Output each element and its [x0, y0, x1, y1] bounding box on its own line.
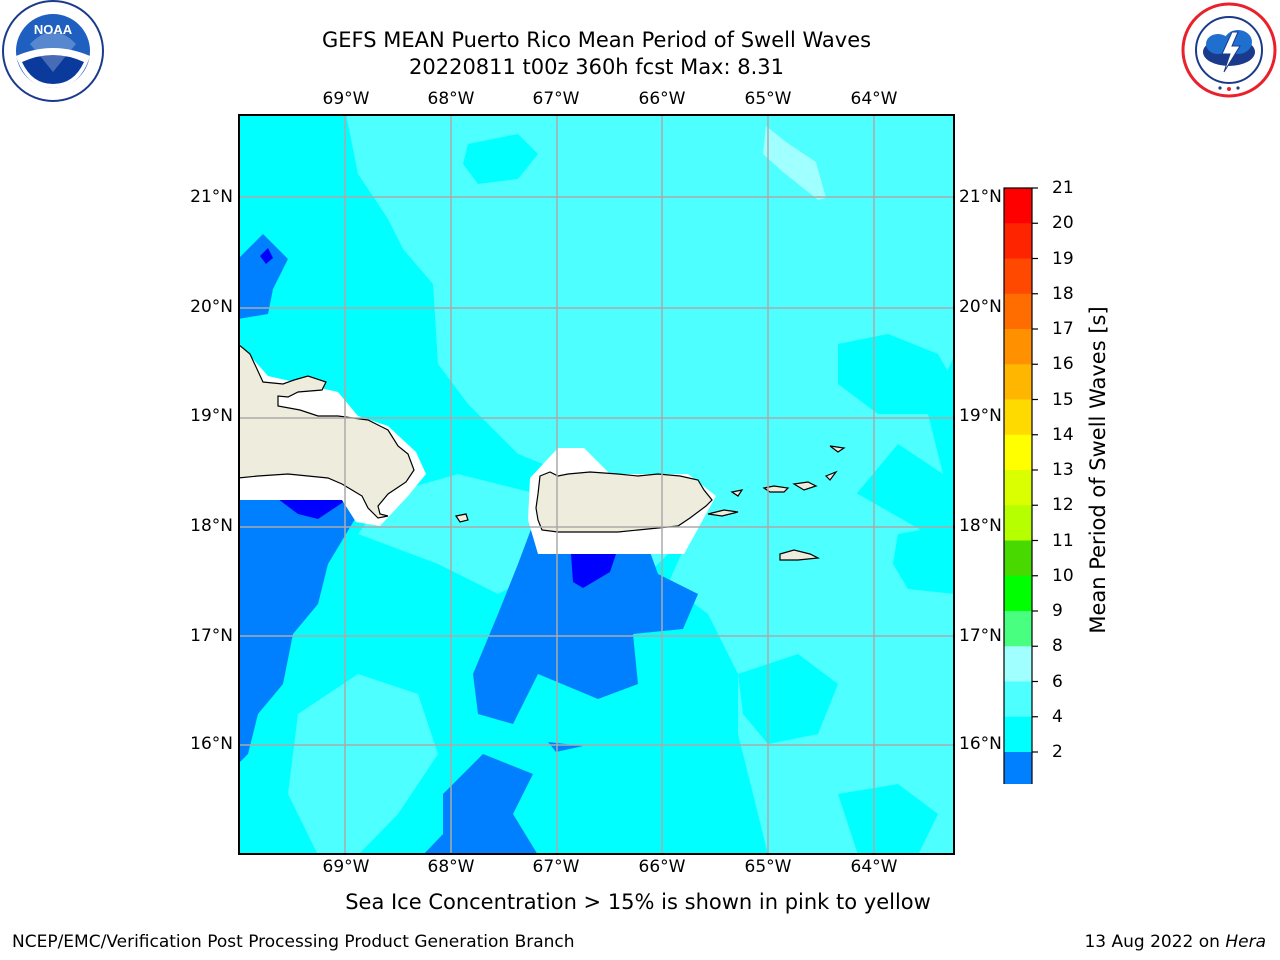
colorbar-segment	[1004, 611, 1032, 647]
contour-6-8s	[358, 474, 558, 594]
colorbar-segment	[1004, 470, 1032, 506]
lat-label-right: 17°N	[959, 626, 1002, 646]
noaa-logo-text: NOAA	[34, 22, 73, 37]
land-culebra	[730, 489, 744, 497]
lat-label-right: 16°N	[959, 734, 1002, 754]
colorbar-segment	[1004, 752, 1032, 784]
contour-6-8s	[288, 674, 438, 855]
land-virgin-gorda	[824, 470, 838, 481]
graticule	[238, 114, 955, 855]
lat-label-left: 17°N	[190, 626, 233, 646]
nws-logo	[1178, 0, 1280, 100]
colorbar-tick-label: 21	[1052, 178, 1074, 198]
lon-label-bottom: 68°W	[427, 857, 475, 877]
land-hispaniola	[238, 343, 415, 519]
lon-label-bottom: 67°W	[532, 857, 580, 877]
footer-credit: NCEP/EMC/Verification Post Processing Pr…	[12, 932, 575, 952]
colorbar-tick-label: 4	[1052, 706, 1063, 727]
chart-subtitle: 20220811 t00z 360h fcst Max: 8.31	[409, 55, 784, 79]
contour-2-4s	[473, 519, 698, 724]
lon-label-top: 66°W	[638, 89, 686, 109]
lat-label-left: 18°N	[190, 516, 233, 536]
lon-label-top: 69°W	[322, 89, 370, 109]
land-vieques	[707, 509, 739, 517]
colorbar-segment	[1004, 681, 1032, 718]
colorbar-tick-label: 11	[1052, 530, 1074, 551]
contour-8-9s	[763, 126, 826, 200]
lon-label-top: 67°W	[532, 89, 580, 109]
contour-2-4s	[238, 234, 288, 319]
colorbar-segment	[1004, 716, 1032, 753]
colorbar-tick-label: 10	[1052, 565, 1074, 586]
colorbar-tick-label: 9	[1052, 601, 1063, 621]
colorbar-tick-label: 8	[1052, 636, 1063, 657]
colorbar-tick-label: 18	[1052, 283, 1074, 304]
colorbar-segment	[1004, 434, 1032, 471]
contour-2-4s	[238, 499, 358, 764]
colorbar-tick-label: 19	[1052, 248, 1074, 269]
contour-4-6s	[463, 134, 538, 184]
contour-6-8s	[346, 114, 955, 584]
lat-label-left: 16°N	[190, 734, 233, 754]
noaa-logo: NOAA	[0, 0, 106, 104]
colorbar-segment	[1004, 258, 1032, 295]
lat-label-left: 19°N	[190, 406, 233, 426]
lon-label-top: 65°W	[744, 89, 792, 109]
colorbar-segment	[1004, 293, 1032, 330]
colorbar-tick-label: 17	[1052, 319, 1074, 339]
colorbar-segment	[1004, 223, 1032, 259]
land-mona	[455, 513, 469, 523]
colorbar-tick-label: 15	[1052, 389, 1074, 410]
lat-label-left: 21°N	[190, 187, 233, 207]
colorbar-segment	[1004, 575, 1032, 612]
footer-date-text: 13 Aug 2022 on	[1084, 932, 1226, 952]
footer-date: 13 Aug 2022 on Hera	[1084, 932, 1266, 952]
lon-label-bottom: 66°W	[638, 857, 686, 877]
land-tortola	[792, 481, 818, 491]
colorbar-segment	[1004, 329, 1032, 365]
lon-label-bottom: 64°W	[850, 857, 898, 877]
contour-below-2s	[278, 499, 348, 519]
chart-title: GEFS MEAN Puerto Rico Mean Period of Swe…	[321, 28, 872, 52]
colorbar-tick-label: 16	[1052, 354, 1074, 375]
colorbar-tick-label: 6	[1052, 671, 1063, 692]
colorbar-tick-label: 20	[1052, 213, 1074, 234]
colorbar	[1000, 186, 1048, 784]
map-frame	[238, 114, 955, 855]
contour-below-2s	[571, 554, 616, 588]
land-st-thomas	[762, 485, 790, 493]
colorbar-segment	[1004, 364, 1032, 400]
land-anegada	[829, 445, 846, 453]
colorbar-tick-label: 13	[1052, 460, 1074, 480]
sea-ice-note: Sea Ice Concentration > 15% is shown in …	[345, 890, 931, 914]
colorbar-tick-label: 14	[1052, 424, 1074, 445]
colorbar-segment	[1004, 540, 1032, 577]
contour-4-6s	[893, 524, 955, 594]
contour-4-6s	[738, 654, 838, 744]
colorbar-segment	[1004, 646, 1032, 682]
lat-label-right: 21°N	[959, 187, 1002, 207]
map-panel	[238, 114, 955, 855]
lon-label-bottom: 65°W	[744, 857, 792, 877]
land-puerto-rico	[535, 471, 713, 533]
colorbar-frame	[1003, 187, 1033, 784]
lat-label-right: 18°N	[959, 516, 1002, 536]
footer-host: Hera	[1225, 932, 1266, 952]
lon-label-bottom: 69°W	[322, 857, 370, 877]
lat-label-right: 19°N	[959, 406, 1002, 426]
lat-label-left: 20°N	[190, 297, 233, 317]
contour-4-6s	[838, 334, 955, 414]
land-st-croix	[779, 549, 821, 561]
contour-below-2s	[260, 248, 273, 264]
contour-4-6s	[838, 784, 938, 855]
colorbar-tick-label: 12	[1052, 495, 1074, 516]
lat-label-right: 20°N	[959, 297, 1002, 317]
lon-label-top: 68°W	[427, 89, 475, 109]
colorbar-segment	[1004, 505, 1032, 541]
colorbar-label: Mean Period of Swell Waves [s]	[1086, 306, 1110, 634]
lon-label-top: 64°W	[850, 89, 898, 109]
colorbar-tick-label: 2	[1052, 742, 1063, 762]
colorbar-segment	[1004, 399, 1032, 436]
colorbar-segment	[1004, 188, 1032, 224]
